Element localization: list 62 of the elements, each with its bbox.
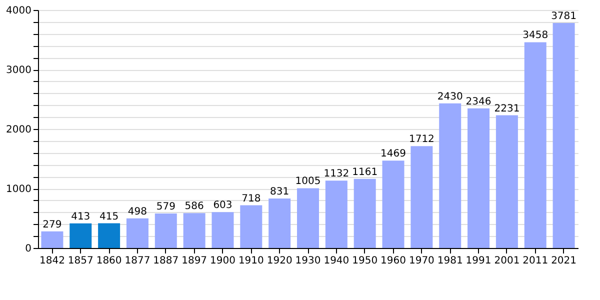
x-tick-label: 1940 bbox=[324, 256, 350, 266]
data-label: 1469 bbox=[380, 148, 406, 160]
data-label: 603 bbox=[213, 200, 232, 212]
bar bbox=[496, 115, 518, 248]
x-tick-label: 1950 bbox=[352, 256, 378, 266]
bar bbox=[354, 178, 376, 248]
bar bbox=[439, 103, 462, 248]
x-tick-label: 1920 bbox=[266, 256, 292, 266]
bar bbox=[154, 214, 177, 248]
x-tick-label: 1860 bbox=[96, 256, 122, 266]
bar bbox=[268, 198, 291, 248]
data-label: 498 bbox=[128, 206, 148, 218]
bar bbox=[468, 108, 490, 248]
bar bbox=[325, 180, 348, 248]
bar bbox=[98, 223, 120, 248]
x-tick-label: 1857 bbox=[68, 256, 94, 266]
data-label: 1132 bbox=[324, 168, 350, 180]
y-tick-label: 1000 bbox=[6, 184, 32, 195]
bar bbox=[70, 223, 92, 248]
x-tick-label: 1991 bbox=[466, 256, 492, 266]
data-label: 279 bbox=[42, 219, 62, 230]
bar bbox=[212, 212, 234, 248]
x-tick-label: 1842 bbox=[39, 256, 65, 266]
bar bbox=[126, 218, 148, 248]
x-tick-label: 2011 bbox=[522, 256, 548, 266]
bar bbox=[410, 146, 433, 248]
x-tick-label: 2021 bbox=[551, 256, 577, 266]
y-tick-label: 2000 bbox=[6, 124, 32, 136]
x-tick-label: 1910 bbox=[238, 256, 264, 266]
data-label: 1712 bbox=[408, 134, 434, 146]
data-label: 831 bbox=[270, 186, 290, 198]
data-label: 3781 bbox=[551, 11, 577, 22]
x-tick-label: 2001 bbox=[494, 256, 520, 266]
x-tick-label: 1900 bbox=[210, 256, 236, 266]
y-tick-label: 4000 bbox=[6, 6, 32, 16]
x-tick-label: 1887 bbox=[153, 256, 179, 266]
bar bbox=[552, 23, 575, 248]
x-tick-label: 1970 bbox=[408, 256, 434, 266]
data-label: 1161 bbox=[352, 166, 378, 178]
x-tick-label: 1981 bbox=[437, 256, 463, 266]
x-tick-label: 1897 bbox=[182, 256, 208, 266]
data-label: 3458 bbox=[522, 30, 548, 42]
data-label: 718 bbox=[242, 193, 261, 204]
bar bbox=[382, 160, 404, 248]
bar bbox=[297, 188, 319, 248]
data-label: 579 bbox=[156, 202, 176, 213]
y-tick-label: 0 bbox=[25, 244, 32, 254]
x-tick-label: 1960 bbox=[380, 256, 406, 266]
data-label: 2346 bbox=[466, 96, 492, 108]
data-label: 2430 bbox=[437, 91, 463, 102]
x-tick-label: 1877 bbox=[124, 256, 150, 266]
x-tick-label: 1930 bbox=[295, 256, 321, 266]
data-label: 415 bbox=[100, 211, 119, 222]
bar bbox=[41, 231, 64, 248]
bar bbox=[183, 213, 206, 248]
data-label: 413 bbox=[71, 211, 90, 222]
bar bbox=[240, 205, 262, 248]
y-tick-label: 3000 bbox=[6, 65, 32, 76]
bar bbox=[524, 42, 546, 248]
data-label: 586 bbox=[184, 201, 204, 212]
data-label: 1005 bbox=[295, 176, 321, 188]
data-label: 2231 bbox=[494, 103, 520, 114]
